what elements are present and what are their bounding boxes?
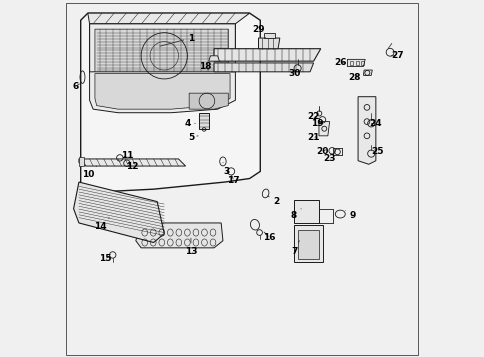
Polygon shape	[318, 122, 329, 136]
Polygon shape	[189, 93, 228, 109]
Polygon shape	[95, 29, 228, 87]
Text: 2: 2	[267, 196, 279, 206]
Polygon shape	[90, 24, 235, 90]
Text: 13: 13	[184, 238, 197, 256]
Polygon shape	[80, 13, 260, 193]
Text: 25: 25	[371, 147, 383, 156]
Polygon shape	[258, 38, 279, 49]
Text: 28: 28	[348, 73, 360, 82]
Text: 3: 3	[223, 162, 229, 176]
Text: 6: 6	[73, 81, 79, 91]
Polygon shape	[90, 72, 235, 113]
Text: 30: 30	[287, 69, 300, 78]
Text: 9: 9	[345, 211, 355, 220]
Text: 18: 18	[198, 62, 211, 71]
Bar	[349, 61, 353, 65]
Text: 10: 10	[81, 166, 96, 180]
Polygon shape	[297, 230, 318, 258]
Polygon shape	[293, 225, 322, 262]
Text: 27: 27	[390, 51, 403, 60]
Polygon shape	[79, 157, 84, 166]
Text: 29: 29	[252, 25, 265, 38]
Text: 11: 11	[121, 151, 133, 160]
Text: 22: 22	[307, 112, 319, 121]
Text: 5: 5	[187, 133, 197, 142]
Polygon shape	[79, 159, 185, 166]
Bar	[355, 61, 358, 65]
Polygon shape	[213, 63, 313, 72]
Text: 19: 19	[310, 119, 323, 128]
Polygon shape	[347, 59, 364, 66]
Polygon shape	[136, 223, 223, 248]
Polygon shape	[213, 49, 320, 61]
Text: 15: 15	[99, 254, 112, 263]
Text: 1: 1	[160, 34, 194, 46]
Polygon shape	[95, 74, 229, 109]
Text: 12: 12	[126, 162, 138, 171]
Polygon shape	[293, 200, 318, 223]
Polygon shape	[208, 56, 219, 61]
Text: 7: 7	[290, 241, 299, 256]
Text: 26: 26	[333, 59, 346, 67]
Text: 4: 4	[184, 119, 195, 128]
Polygon shape	[88, 13, 249, 24]
Polygon shape	[357, 97, 375, 164]
Text: 20: 20	[316, 147, 328, 156]
Text: 24: 24	[369, 119, 381, 128]
Polygon shape	[363, 70, 372, 75]
Bar	[361, 61, 363, 65]
Polygon shape	[100, 35, 213, 45]
Text: 17: 17	[227, 176, 240, 185]
Bar	[263, 33, 274, 38]
Polygon shape	[199, 113, 208, 129]
Text: 14: 14	[94, 218, 109, 231]
Text: 21: 21	[307, 133, 319, 142]
Text: 8: 8	[290, 209, 301, 220]
Text: 23: 23	[323, 155, 335, 164]
Polygon shape	[74, 182, 164, 242]
Text: 16: 16	[262, 232, 275, 242]
